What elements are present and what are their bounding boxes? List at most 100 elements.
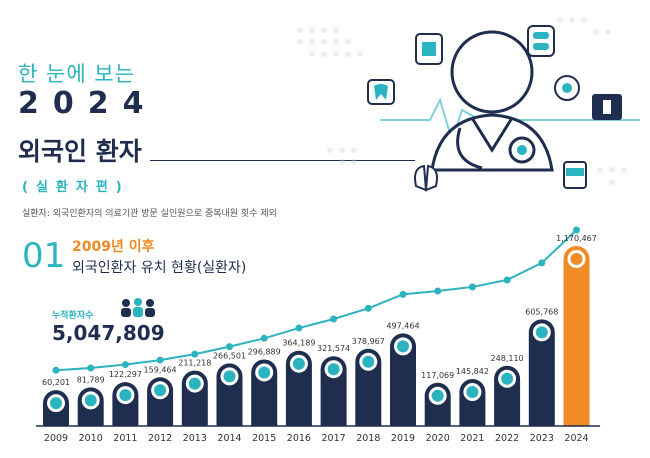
bar-cap-dot-2010	[84, 394, 97, 407]
medicine-bottle-icon	[563, 161, 587, 189]
tick-label-2024: 2024	[564, 433, 588, 444]
tick-label-2022: 2022	[495, 433, 519, 444]
tick-label-2018: 2018	[356, 433, 380, 444]
cumulative-line	[52, 226, 580, 374]
cumulative-point-2009	[52, 366, 60, 374]
bar-2023	[528, 319, 555, 426]
cumulative-point-2019	[399, 290, 407, 298]
bar-group-2024: 1,170,467	[556, 234, 597, 426]
tick-label-2009: 2009	[44, 433, 68, 444]
cumulative-point-2013	[191, 350, 199, 358]
bar-cap-dot-2009	[50, 397, 62, 410]
cumulative-point-2010	[87, 364, 95, 372]
tag-title: (실환자편)	[22, 180, 130, 195]
bar-group-2022: 248,110	[491, 354, 524, 426]
value-label-2019: 497,464	[386, 321, 419, 330]
lungs-icon	[414, 164, 438, 192]
tick-label-2021: 2021	[460, 433, 484, 444]
eye-icon	[554, 75, 580, 101]
bar-group-2019: 497,464	[386, 321, 420, 426]
bar-group-2012: 159,464	[144, 365, 177, 426]
bar-group-2020: 117,069	[421, 371, 454, 426]
bar-cap-dot-2023	[535, 326, 548, 339]
value-label-2018: 378,967	[352, 337, 385, 346]
cumulative-polyline	[55, 229, 578, 372]
bar-group-2009: 60,201	[42, 378, 70, 426]
tick-label-2013: 2013	[183, 433, 207, 444]
tick-label-2014: 2014	[217, 433, 241, 444]
tick-label-2016: 2016	[287, 433, 311, 444]
value-label-2024: 1,170,467	[556, 234, 597, 243]
cumulative-point-2011	[121, 361, 129, 369]
doctor-icon	[430, 30, 554, 172]
bar-group-2018: 378,967	[352, 337, 385, 426]
cumulative-point-2018	[364, 304, 372, 312]
bars: 60,201 81,789 122,297159,464211,218266,501…	[42, 234, 597, 426]
bar-group-2011: 122,297	[109, 370, 142, 426]
bar-group-2017: 321,574	[317, 344, 350, 426]
cumulative-point-2022	[503, 276, 511, 284]
value-label-2017: 321,574	[317, 344, 350, 353]
bar-cap-dot-2018	[362, 355, 375, 368]
cumulative-value: 5,047,809	[52, 321, 165, 345]
bar-group-2014: 266,501	[213, 351, 246, 426]
medical-illustration	[297, 17, 640, 192]
cumulative-label: 누적환자수	[52, 311, 94, 321]
value-label-2014: 266,501	[213, 351, 246, 360]
bar-group-2013: 211,218	[178, 359, 211, 426]
value-label-2020: 117,069	[421, 371, 454, 380]
subtitle: 한 눈에 보는	[18, 62, 135, 86]
value-label-2011: 122,297	[109, 370, 142, 379]
bar-group-2021: 145,842	[456, 367, 489, 426]
bar-cap-dot-2013	[188, 377, 201, 390]
bar-cap-dot-2011	[119, 389, 132, 402]
bar-cap-dot-2017	[327, 363, 340, 376]
bar-cap-dot-2014	[223, 370, 236, 383]
section-title: 외국인환자 유치 현황(실환자)	[72, 260, 247, 276]
bar-group-2023: 605,768	[525, 307, 558, 426]
bar-group-2015: 296,889	[248, 347, 281, 426]
definition-note: 실환자: 외국인환자의 의료기관 방문 실인원으로 중복내원 횟수 제외	[22, 209, 277, 219]
value-label-2010: 81,789	[77, 375, 105, 384]
tick-label-2015: 2015	[252, 433, 276, 444]
bar-cap-dot-2015	[258, 366, 271, 379]
bar-cap-dot-2020	[431, 389, 444, 402]
cumulative-point-2020	[434, 287, 442, 295]
main-title: 외국인 환자	[18, 137, 142, 166]
title-divider	[150, 160, 415, 161]
people-icon	[121, 298, 155, 317]
cumulative-point-2014	[226, 343, 233, 351]
tick-label-2017: 2017	[322, 433, 346, 444]
tick-label-2012: 2012	[148, 433, 172, 444]
tick-label-2023: 2023	[530, 433, 554, 444]
value-label-2016: 364,189	[282, 339, 315, 348]
bar-cap-dot-2012	[154, 384, 167, 397]
section-title-highlight: 2009년 이후	[72, 239, 155, 255]
tick-label-2020: 2020	[426, 433, 450, 444]
bar-2019	[390, 333, 416, 426]
value-label-2015: 296,889	[248, 347, 281, 356]
value-label-2013: 211,218	[178, 359, 211, 368]
bar-group-2016: 364,189	[282, 339, 315, 426]
cumulative-point-2017	[330, 315, 338, 323]
iv-bag-icon	[415, 33, 443, 65]
bar-cap-dot-2016	[292, 357, 305, 370]
cumulative-point-2012	[156, 356, 164, 364]
value-label-2009: 60,201	[42, 378, 70, 387]
cumulative-point-2016	[295, 324, 303, 332]
tooth-icon	[367, 79, 395, 105]
value-label-2021: 145,842	[456, 367, 489, 376]
bar-group-2010: 81,789	[77, 375, 105, 426]
x-axis: 2009 2010 2011 2012 2013 2014 2015 2016 2017 2018…	[36, 425, 600, 444]
cumulative-point-2021	[468, 283, 476, 291]
xray-icon	[592, 94, 622, 120]
bar-cap-dot-2019	[397, 340, 409, 353]
bar-cap-dot-2022	[501, 372, 514, 385]
tick-label-2019: 2019	[391, 433, 415, 444]
bar-2024	[563, 246, 590, 426]
value-label-2022: 248,110	[491, 354, 524, 363]
cumulative-point-2015	[260, 334, 268, 342]
value-label-2023: 605,768	[525, 307, 558, 316]
